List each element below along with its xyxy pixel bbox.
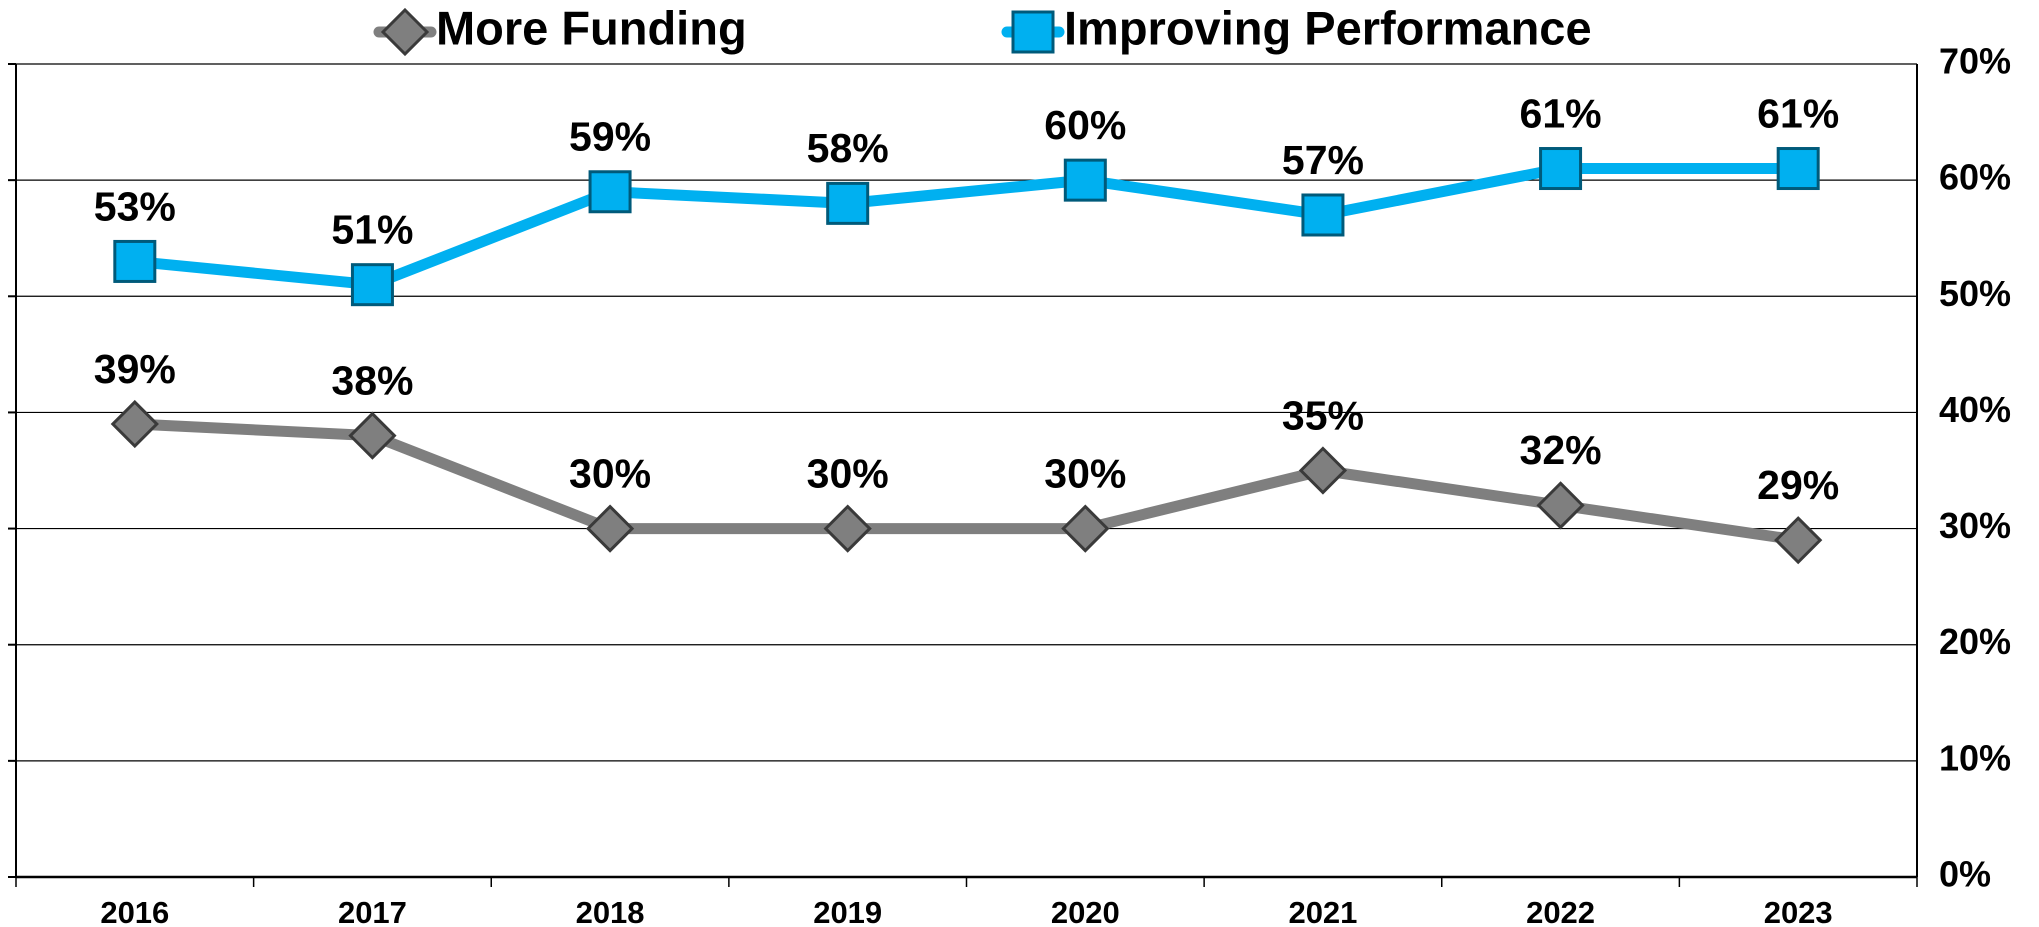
- data-point: [348, 411, 397, 460]
- data-point: [1063, 158, 1107, 202]
- data-label: 51%: [331, 206, 413, 252]
- data-label: 53%: [94, 183, 176, 229]
- data-label: 35%: [1282, 392, 1364, 438]
- y-tick-label: 60%: [1939, 157, 2011, 198]
- data-point: [826, 181, 870, 225]
- y-tick-label: 20%: [1939, 621, 2011, 662]
- data-label: 39%: [94, 346, 176, 392]
- data-label: 38%: [331, 357, 413, 403]
- data-point: [1301, 193, 1345, 237]
- data-label: 57%: [1282, 137, 1364, 183]
- x-tick-label: 2020: [1051, 895, 1120, 927]
- data-point: [350, 263, 394, 307]
- y-tick-label: 70%: [1939, 41, 2011, 82]
- series-line: [134, 418, 1799, 546]
- legend-label: Improving Performance: [1064, 1, 1592, 54]
- data-point: [1774, 516, 1823, 565]
- y-tick-label: 10%: [1939, 737, 2011, 778]
- legend-marker: [1011, 10, 1055, 54]
- data-label: 61%: [1520, 90, 1602, 136]
- data-point: [113, 239, 157, 283]
- y-tick-label: 50%: [1939, 273, 2011, 314]
- x-tick-label: 2016: [100, 895, 169, 927]
- data-point: [110, 399, 159, 449]
- data-label: 30%: [569, 450, 651, 496]
- legend-label: More Funding: [436, 1, 747, 54]
- y-tick-label: 30%: [1939, 505, 2011, 546]
- x-tick-label: 2019: [813, 895, 882, 927]
- data-point: [585, 504, 635, 553]
- x-tick-label: 2023: [1764, 895, 1833, 927]
- x-tick-label: 2021: [1288, 895, 1357, 927]
- data-point: [1776, 147, 1820, 191]
- legend-marker: [380, 7, 430, 57]
- data-label: 58%: [807, 125, 889, 171]
- data-point: [1298, 446, 1348, 495]
- x-tick-label: 2018: [576, 895, 645, 927]
- data-point: [1061, 504, 1110, 553]
- y-tick-label: 40%: [1939, 389, 2011, 430]
- data-label: 61%: [1757, 90, 1839, 136]
- data-point: [1539, 147, 1583, 191]
- data-point: [823, 504, 872, 553]
- data-label: 30%: [807, 450, 889, 496]
- data-label: 29%: [1757, 462, 1839, 508]
- x-tick-label: 2017: [338, 895, 407, 927]
- data-label: 60%: [1044, 102, 1126, 148]
- data-label: 59%: [569, 114, 651, 160]
- series-line: [134, 163, 1799, 291]
- data-point: [588, 170, 632, 214]
- data-point: [1536, 481, 1585, 530]
- y-tick-label: 0%: [1939, 854, 1991, 895]
- data-label: 30%: [1044, 450, 1126, 496]
- data-label: 32%: [1520, 427, 1602, 473]
- x-tick-label: 2022: [1526, 895, 1595, 927]
